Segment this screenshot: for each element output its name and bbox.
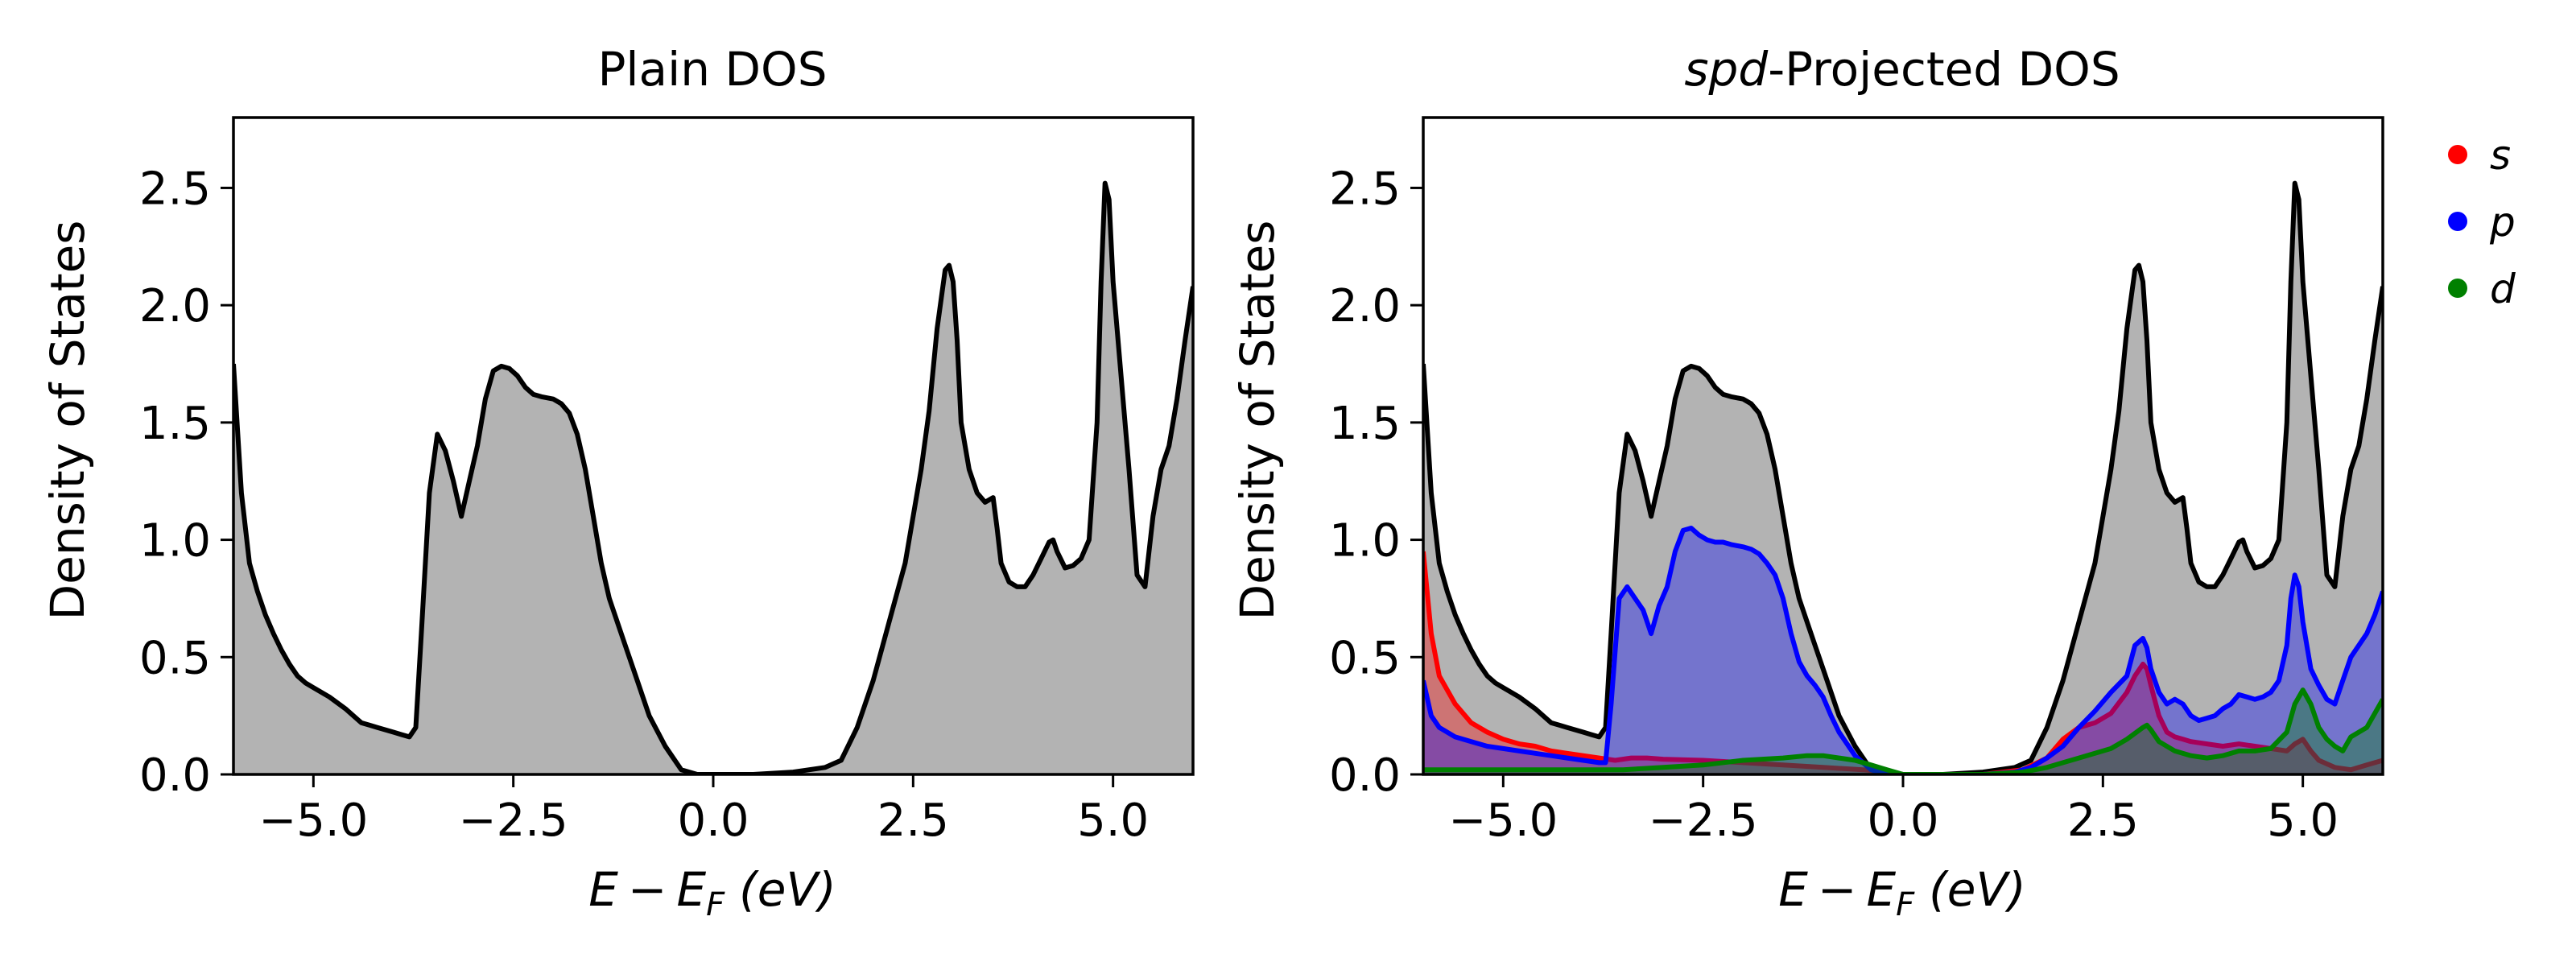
y-tick-label: 1.0: [139, 515, 211, 568]
spd-dos-plot-area: −5.0 −2.5 0.0 2.5 5.0 0.0 0.5 1.0 1.5 2.0 2.5: [1329, 116, 2384, 847]
y-tick-label: 0.0: [1329, 749, 1401, 802]
x-tick-label: 0.0: [677, 795, 749, 847]
y-tick-label: 0.0: [139, 749, 211, 802]
y-tick-label: 2.5: [139, 163, 211, 215]
x-tick-label: −2.5: [459, 795, 568, 847]
plain-dos-ylabel: Density of States: [40, 220, 95, 620]
y-tick-label: 2.5: [1329, 163, 1401, 215]
series-group: [233, 180, 1193, 774]
series-fill-total: [233, 183, 1193, 774]
x-tick-label: 5.0: [2267, 795, 2339, 847]
y-tick-label: 1.5: [1329, 398, 1401, 450]
x-tick-label: 2.5: [2067, 795, 2139, 847]
x-tick-label: −5.0: [1448, 795, 1558, 847]
y-tick-label: 0.5: [139, 632, 211, 684]
series-fill-s: [1423, 551, 2383, 774]
legend-marker-s: [2448, 145, 2467, 164]
legend-label-s: s: [2490, 132, 2511, 179]
plain-dos-title: Plain DOS: [597, 42, 827, 97]
y-tick-label: 1.5: [139, 398, 211, 450]
series-line-total: [1423, 180, 2383, 774]
legend-label-p: p: [2489, 199, 2516, 246]
series-line-d: [1423, 687, 2383, 774]
legend-item-p: p: [2448, 199, 2516, 246]
spd-dos-xlabel: E − EF (eV): [1778, 862, 2026, 923]
series-line-total: [233, 180, 1193, 774]
series-group: [1423, 180, 2383, 774]
series-fill-total: [1423, 183, 2383, 774]
plain-dos-plot-area: −5.0 −2.5 0.0 2.5 5.0 0.0 0.5 1.0 1.5 2.0 2.5: [139, 116, 1195, 847]
legend-label-d: d: [2490, 266, 2516, 312]
spd-dos-ylabel: Density of States: [1230, 220, 1285, 620]
plain-dos-xlabel: E − EF (eV): [588, 862, 836, 923]
legend-item-s: s: [2448, 132, 2511, 179]
spd-dos-title: spd-Projected DOS: [1684, 42, 2120, 97]
x-tick-label: 2.5: [877, 795, 949, 847]
legend-marker-p: [2448, 212, 2467, 231]
spd-legend: s p d: [2448, 132, 2516, 312]
y-tick-label: 2.0: [1329, 280, 1401, 332]
x-tick-label: 0.0: [1867, 795, 1938, 847]
x-tick-label: −5.0: [258, 795, 368, 847]
y-tick-label: 1.0: [1329, 515, 1401, 568]
y-tick-label: 0.5: [1329, 632, 1401, 684]
x-tick-label: −2.5: [1649, 795, 1758, 847]
spd-projected-dos-panel: spd-Projected DOS −5.0 −2.5 0.0 2.5 5.0 0.0 0.…: [1230, 42, 2516, 923]
series-line-p: [1423, 526, 2383, 774]
plain-dos-panel: Plain DOS −5.0 −2.5 0.0 2.5 5.0 0.0 0.5 1.0 1.5 2…: [40, 42, 1195, 923]
x-tick-label: 5.0: [1077, 795, 1149, 847]
legend-item-d: d: [2448, 266, 2516, 312]
series-fill-d: [1423, 690, 2383, 774]
series-fill-p: [1423, 528, 2383, 774]
y-tick-label: 2.0: [139, 280, 211, 332]
legend-marker-d: [2448, 279, 2467, 298]
